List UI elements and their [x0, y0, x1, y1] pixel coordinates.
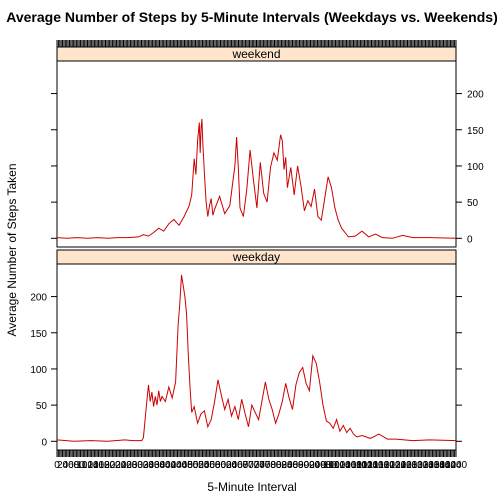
- x-tick-label: 700: [243, 460, 260, 471]
- series-line-weekend: [56, 118, 457, 239]
- x-tick-label: 1100: [351, 460, 373, 471]
- x-tick-label: 1040: [334, 460, 357, 471]
- x-tick-label: 1420: [439, 460, 462, 471]
- series-line-weekday: [56, 274, 457, 442]
- x-tick-label: 140: [87, 460, 104, 471]
- x-tick-label: 420: [165, 460, 182, 471]
- x-tick-label: 380: [154, 460, 171, 471]
- y-tick-label: 50: [36, 401, 48, 412]
- x-axis-label: 5-Minute Interval: [207, 480, 296, 494]
- x-tick-label: 1240: [389, 460, 412, 471]
- x-tick-label: 960: [315, 460, 332, 471]
- x-tick-label: 1120: [357, 460, 379, 471]
- x-tick-label: 880: [292, 460, 309, 471]
- y-tick-label: 150: [30, 329, 47, 340]
- y-tick-label: 200: [30, 293, 47, 304]
- x-tick-label: 900: [298, 460, 315, 471]
- x-tick-label: 440: [171, 460, 188, 471]
- x-tick-label: 340: [143, 460, 160, 471]
- x-tick-label: 200: [104, 460, 121, 471]
- x-tick-label: 320: [137, 460, 154, 471]
- x-tick-label: 980: [320, 460, 337, 471]
- panel-weekday: weekday 0 50 100 150 200: [30, 249, 462, 451]
- x-tick-label: 1320: [412, 460, 435, 471]
- panel-frame-weekday: [56, 263, 457, 451]
- strip-label-weekend: weekend: [231, 47, 280, 61]
- x-tick-label: 600: [215, 460, 232, 471]
- x-tick-label: 1020: [329, 460, 352, 471]
- x-tick-label: 480: [182, 460, 199, 471]
- x-tick-label: 840: [281, 460, 298, 471]
- x-tick-label: 740: [254, 460, 271, 471]
- x-tick-label: 580: [209, 460, 226, 471]
- x-tick-labels: 0204060801001201401601802002202402602803…: [54, 460, 467, 471]
- x-tick-label: 1000: [323, 460, 346, 471]
- chart-title: Average Number of Steps by 5-Minute Inte…: [6, 9, 497, 25]
- x-tick-label: 300: [132, 460, 149, 471]
- x-tick-label: 1360: [423, 460, 446, 471]
- x-tick-label: 1260: [395, 460, 418, 471]
- x-tick-label: 20: [57, 460, 69, 471]
- y-tick-label: 100: [467, 162, 484, 173]
- x-tick-label: 100: [76, 460, 93, 471]
- x-tick-label: 160: [93, 460, 110, 471]
- y-tick-label: 0: [41, 437, 47, 448]
- x-tick-label: 640: [226, 460, 243, 471]
- x-tick-label: 1080: [345, 460, 368, 471]
- x-tick-label: 860: [287, 460, 304, 471]
- x-tick-label: 920: [304, 460, 321, 471]
- y-tick-label: 50: [467, 198, 479, 209]
- panels-group: 0204060801001201401601802002202402602803…: [30, 40, 484, 471]
- x-tick-label: 0: [54, 460, 60, 471]
- x-tick-label: 680: [237, 460, 254, 471]
- x-tick-label: 120: [82, 460, 99, 471]
- x-tick-label: 1140: [362, 460, 384, 471]
- x-tick-label: 40: [63, 460, 75, 471]
- y-tick-label: 100: [30, 365, 47, 376]
- x-tick-label: 280: [126, 460, 143, 471]
- panel-weekend: weekend 0 50 100 150 200: [51, 46, 484, 248]
- x-tick-label: 1380: [428, 460, 451, 471]
- x-tick-label: 80: [74, 460, 86, 471]
- x-tick-label: 820: [276, 460, 293, 471]
- x-tick-label: 780: [265, 460, 282, 471]
- x-tick-label: 1280: [401, 460, 424, 471]
- x-tick-label: 500: [187, 460, 204, 471]
- x-tick-label: 1200: [378, 460, 401, 471]
- panel-frame-weekend: [56, 60, 457, 248]
- x-tick-label: 620: [220, 460, 237, 471]
- x-tick-label: 540: [198, 460, 215, 471]
- strip-label-weekday: weekday: [232, 250, 280, 264]
- x-tick-label: 1300: [406, 460, 429, 471]
- x-tick-label: 720: [248, 460, 265, 471]
- x-tick-label: 1340: [417, 460, 440, 471]
- x-tick-label: 1060: [340, 460, 363, 471]
- x-tick-label: 1440: [445, 460, 468, 471]
- x-tick-label: 360: [148, 460, 165, 471]
- y-tick-label: 150: [467, 126, 484, 137]
- x-tick-label: 520: [193, 460, 210, 471]
- x-tick-label: 1180: [373, 460, 395, 471]
- x-tick-label: 400: [159, 460, 176, 471]
- x-tick-label: 1160: [368, 460, 390, 471]
- x-tick-label: 1400: [434, 460, 457, 471]
- x-tick-label: 940: [309, 460, 326, 471]
- x-tick-label: 660: [232, 460, 249, 471]
- x-tick-label: 800: [270, 460, 287, 471]
- x-tick-label: 460: [176, 460, 193, 471]
- x-tick-label: 1220: [384, 460, 407, 471]
- x-tick-label: 180: [99, 460, 116, 471]
- x-tick-label: 60: [68, 460, 80, 471]
- x-tick-label: 760: [259, 460, 276, 471]
- y-tick-label: 0: [467, 234, 473, 245]
- x-tick-label: 220: [110, 460, 127, 471]
- y-axis-label: Average Number of Steps Taken: [5, 164, 19, 337]
- x-tick-label: 260: [121, 460, 138, 471]
- x-tick-label: 560: [204, 460, 221, 471]
- x-tick-label: 240: [115, 460, 132, 471]
- y-tick-label: 200: [467, 90, 484, 101]
